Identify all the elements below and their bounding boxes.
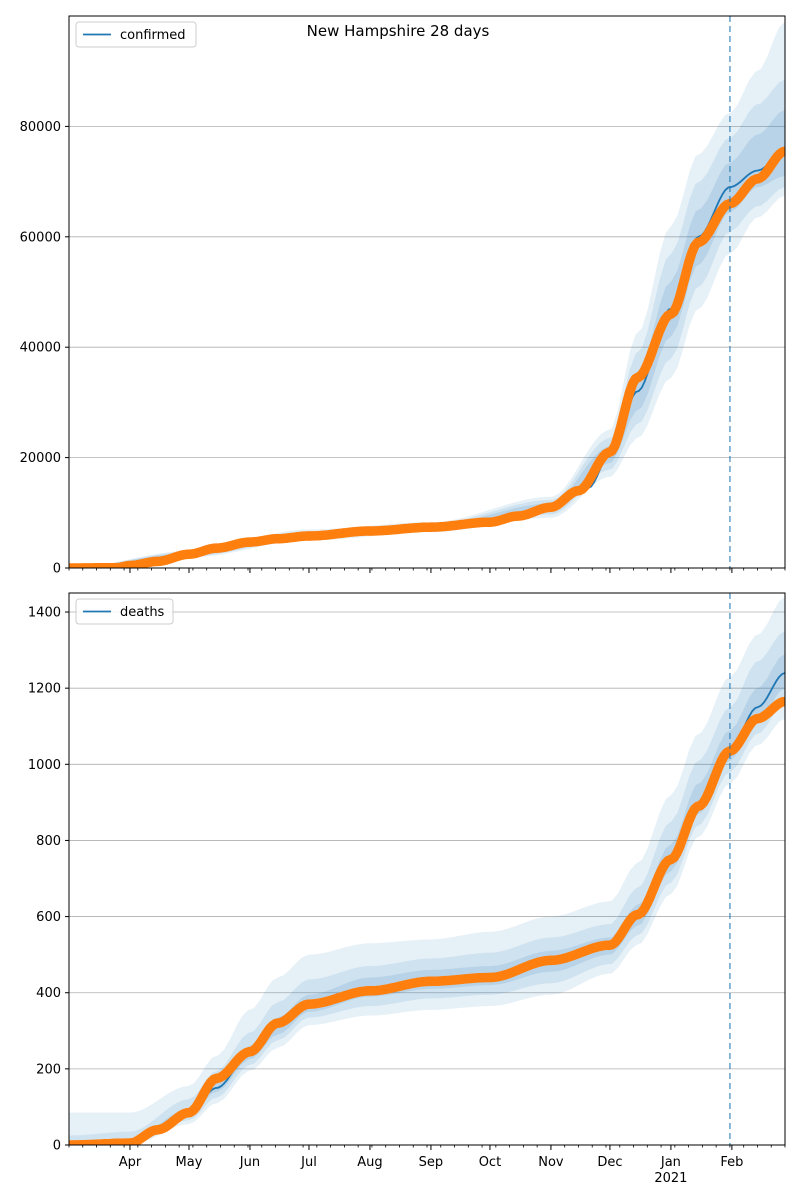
confirmed-panel: 0 20000 40000 60000 80000 confirmed — [20, 15, 786, 577]
plot-area — [69, 596, 785, 1145]
uncertainty-band-inner — [69, 653, 785, 1145]
deaths-panel: 0 200 400 600 800 1000 1200 1400 deaths — [28, 592, 786, 1154]
y-tick-label: 1400 — [28, 606, 61, 621]
legend: confirmed — [75, 21, 197, 48]
x-tick-label: Aug — [357, 1155, 382, 1170]
legend-box — [75, 21, 197, 48]
y-tick-label: 400 — [36, 986, 61, 1001]
y-tick-label: 800 — [36, 834, 61, 849]
observed-trace — [69, 146, 785, 568]
uncertainty-band-outer — [69, 596, 785, 1145]
x-tick-label: Sep — [419, 1155, 444, 1170]
x-tick-label: Apr — [119, 1155, 142, 1170]
y-tick-label: 20000 — [20, 451, 61, 466]
legend-label: deaths — [120, 605, 165, 620]
legend-box — [75, 598, 174, 625]
x-tick-label: Jan — [660, 1155, 681, 1170]
x-tick-label: May — [176, 1155, 203, 1170]
y-tick-label: 0 — [53, 1139, 61, 1154]
x-tick-label: Jun — [239, 1155, 260, 1170]
uncertainty-band-outer — [69, 21, 785, 568]
y-tick-label: 1000 — [28, 758, 61, 773]
observed-trace — [69, 696, 785, 1145]
y-tick-label: 600 — [36, 910, 61, 925]
plot-area — [69, 21, 785, 568]
model-line — [69, 672, 785, 1145]
y-tick-label: 0 — [53, 562, 61, 577]
y-tick-label: 1200 — [28, 682, 61, 697]
y-tick-label: 80000 — [20, 120, 61, 135]
y-tick-label: 60000 — [20, 230, 61, 245]
x-tick-label: Dec — [597, 1155, 622, 1170]
x-tick-label: Jul — [300, 1155, 317, 1170]
x-tick-label: Feb — [720, 1155, 743, 1170]
x-year-label: 2021 — [654, 1171, 687, 1186]
x-axis: Apr May Jun Jul Aug Sep Oct Nov Dec Jan Feb 2021 — [119, 1155, 744, 1186]
y-tick-label: 200 — [36, 1062, 61, 1077]
legend-label: confirmed — [120, 28, 186, 43]
uncertainty-band-middle — [69, 631, 785, 1145]
x-tick-label: Nov — [538, 1155, 564, 1170]
x-tick-label: Oct — [479, 1155, 501, 1170]
y-tick-label: 40000 — [20, 341, 61, 356]
chart-title: New Hampshire 28 days — [307, 22, 490, 40]
legend: deaths — [75, 598, 174, 625]
uncertainty-band-middle — [69, 79, 785, 568]
